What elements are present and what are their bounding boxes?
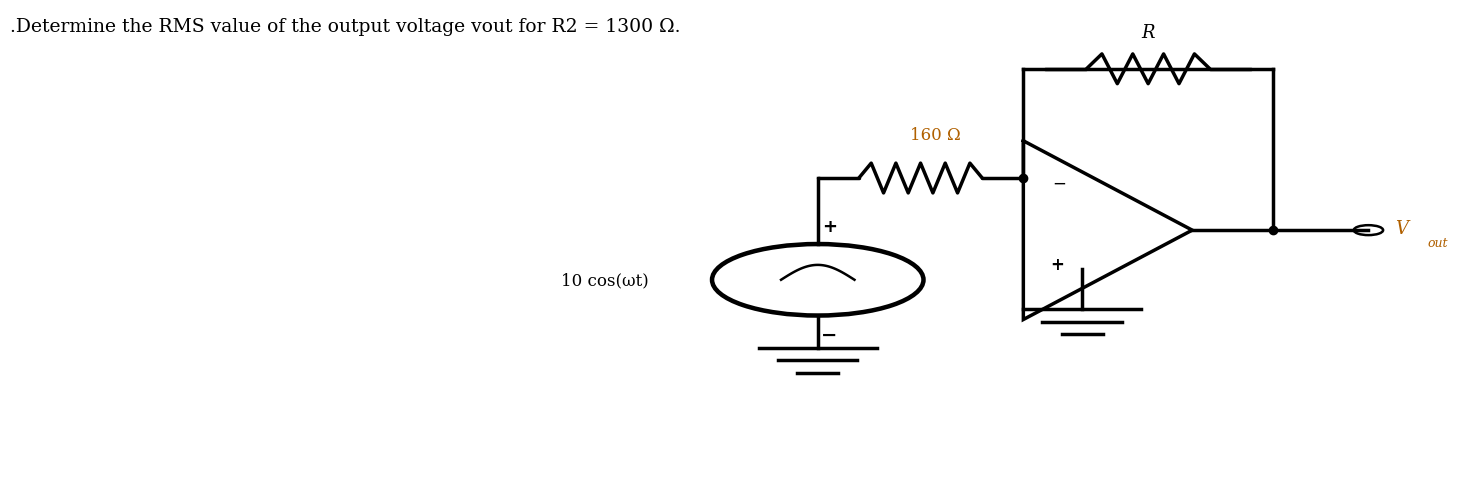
Text: 10 cos(ωt): 10 cos(ωt)	[562, 272, 649, 289]
Text: +: +	[822, 217, 837, 235]
Text: V: V	[1394, 219, 1408, 237]
Text: −: −	[821, 325, 837, 344]
Text: R: R	[1141, 25, 1156, 43]
Text: 160 Ω: 160 Ω	[909, 127, 961, 144]
Text: −: −	[1052, 175, 1067, 192]
Text: +: +	[1049, 256, 1064, 274]
Text: .Determine the RMS value of the output voltage vout for R2 = 1300 Ω.: .Determine the RMS value of the output v…	[10, 18, 681, 36]
Text: out: out	[1427, 236, 1447, 249]
